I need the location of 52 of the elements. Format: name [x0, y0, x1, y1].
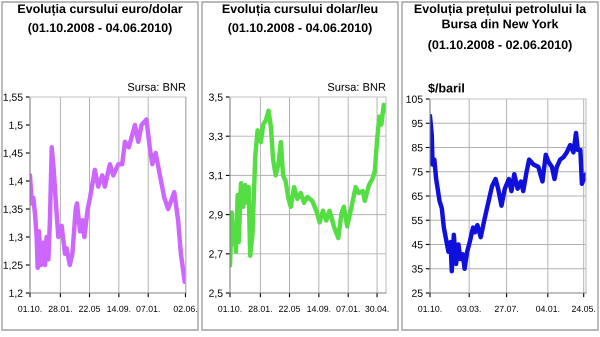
x-tick-label: 24.05.: [572, 306, 596, 312]
text: Sursa: BNR: [328, 83, 386, 91]
y-tick-label: 25: [412, 290, 423, 297]
line-series: [30, 117, 186, 284]
x-tick-label: 01.10.: [218, 306, 242, 312]
y-tick-label: 1,55: [4, 94, 23, 102]
x-tick-label: 03.03.: [457, 306, 481, 312]
chart-subtitle: (01.10.2008 - 02.06.2010): [428, 40, 572, 52]
chart-subtitle: (01.10.2008 - 04.06.2010): [228, 23, 372, 35]
y-tick-label: 35: [412, 265, 423, 273]
y-tick-label: 2,7: [209, 250, 223, 259]
text: Sursa: BNR: [128, 83, 186, 91]
chart-title: Evoluția prețului petrolului la Bursa din New York: [414, 4, 586, 28]
y-axis-title: $/baril: [428, 83, 464, 94]
x-tick-label: 01.10.: [418, 306, 442, 312]
y-tick-label: 45: [412, 241, 423, 248]
x-tick-label: 28.01.: [48, 306, 72, 312]
x-tick-label: 14.09.: [107, 306, 130, 312]
y-tick-label: 55: [412, 216, 423, 224]
x-tick-label: 07.01.: [336, 306, 360, 312]
y-tick-label: 3,5: [208, 94, 223, 102]
x-tick-label: 22.05: [78, 306, 100, 312]
chart-title: Evoluția cursului euro/dolar: [18, 4, 182, 16]
y-tick-label: 95: [412, 120, 423, 128]
chart-title: Evoluția cursului dolar/leu: [222, 4, 378, 16]
x-tick-label: 02.06.: [174, 306, 197, 312]
y-tick-label: 1,4: [9, 178, 23, 186]
y-tick-label: 1,3: [9, 234, 23, 242]
y-tick-label: 1,35: [4, 206, 23, 214]
line-series: [430, 114, 586, 274]
x-tick-label: 28.01.: [248, 306, 272, 312]
y-tick-label: 3,1: [208, 172, 223, 181]
x-tick-label: 07.01.: [136, 306, 160, 312]
x-tick-label: 04.01.: [536, 306, 560, 312]
x-tick-label: 27.07.: [494, 306, 518, 312]
y-tick-label: 1,45: [4, 150, 23, 158]
y-tick-label: 105: [406, 96, 423, 103]
line-series: [230, 102, 386, 268]
x-tick-label: 30.04.: [365, 306, 388, 312]
y-tick-label: 3,3: [208, 132, 223, 142]
y-tick-label: 75: [412, 168, 423, 176]
y-tick-label: 2,5: [209, 290, 223, 298]
y-tick-label: 1,2: [9, 290, 23, 298]
y-tick-label: 1,5: [9, 122, 23, 130]
y-tick-label: 85: [412, 144, 423, 152]
y-tick-label: 65: [412, 192, 423, 200]
x-tick-label: 22.05: [278, 306, 300, 312]
x-tick-label: 14.09.: [307, 306, 330, 312]
chart-subtitle: (01.10.2008 - 04.06.2010): [28, 23, 172, 35]
x-tick-label: 01.10.: [18, 306, 42, 312]
y-tick-label: 1,25: [4, 262, 23, 270]
y-tick-label: 2,9: [209, 211, 223, 220]
